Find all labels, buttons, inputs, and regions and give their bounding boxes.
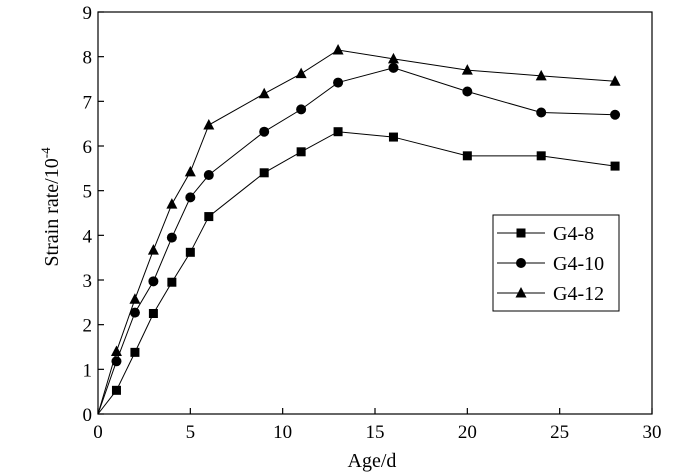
data-point bbox=[333, 77, 344, 88]
data-point bbox=[259, 126, 270, 137]
data-point bbox=[129, 293, 141, 304]
data-point bbox=[296, 147, 306, 157]
y-tick-label: 9 bbox=[83, 3, 93, 24]
data-point bbox=[462, 151, 472, 161]
data-point bbox=[185, 247, 195, 257]
series-G4-8 bbox=[97, 127, 620, 415]
series-G4-10 bbox=[97, 62, 621, 415]
y-tick-label: 7 bbox=[83, 92, 93, 113]
data-point bbox=[110, 345, 122, 356]
data-point bbox=[610, 109, 621, 120]
series-line-G4-12 bbox=[97, 49, 616, 415]
series-layer bbox=[97, 43, 621, 415]
data-point bbox=[185, 192, 196, 203]
data-point bbox=[536, 151, 546, 161]
y-axis-label-base: Strain rate/10 bbox=[41, 158, 63, 266]
y-tick-label: 4 bbox=[83, 226, 93, 247]
data-point bbox=[258, 87, 270, 99]
legend-marker bbox=[516, 228, 526, 238]
y-axis-label: Strain rate/10-4 bbox=[38, 147, 63, 267]
data-point bbox=[535, 69, 547, 81]
y-tick-label: 5 bbox=[83, 182, 93, 203]
y-tick-label: 2 bbox=[83, 316, 93, 337]
data-point bbox=[130, 347, 140, 357]
x-tick-label: 15 bbox=[366, 422, 385, 443]
legend-label: G4-10 bbox=[553, 253, 604, 275]
x-tick-label: 25 bbox=[550, 422, 569, 443]
legend-label: G4-8 bbox=[553, 223, 594, 245]
x-tick-label: 0 bbox=[93, 422, 103, 443]
data-point bbox=[111, 385, 121, 395]
data-point bbox=[259, 168, 269, 178]
data-point bbox=[204, 212, 214, 222]
data-point bbox=[332, 43, 344, 55]
y-tick-label: 8 bbox=[83, 48, 93, 69]
data-point bbox=[609, 75, 621, 86]
y-tick-label: 0 bbox=[83, 405, 93, 426]
plot-axes: 0 5 10 15 20 25 30 0 1 2 3 4 5 6 7 8 9 bbox=[83, 3, 662, 443]
y-tick-label: 3 bbox=[83, 271, 93, 292]
data-point bbox=[184, 165, 196, 177]
data-point bbox=[167, 277, 177, 287]
series-G4-12 bbox=[97, 43, 621, 415]
data-point bbox=[166, 198, 178, 209]
data-point bbox=[461, 64, 473, 75]
data-point bbox=[129, 307, 140, 318]
legend-label: G4-12 bbox=[553, 283, 604, 305]
data-point bbox=[147, 244, 159, 255]
y-tick-label: 6 bbox=[83, 137, 93, 158]
data-point bbox=[148, 309, 158, 318]
data-point bbox=[203, 170, 214, 181]
data-point bbox=[387, 52, 399, 64]
data-point bbox=[610, 161, 620, 171]
x-tick-label: 10 bbox=[273, 422, 292, 443]
y-tick-label: 1 bbox=[83, 360, 93, 381]
series-line-G4-8 bbox=[97, 131, 616, 415]
legend-marker bbox=[516, 258, 526, 268]
x-tick-label: 30 bbox=[643, 422, 662, 443]
x-axis-label: Age/d bbox=[348, 450, 397, 472]
data-point bbox=[166, 232, 177, 243]
legend: G4-8 G4-10 G4-12 bbox=[492, 214, 620, 312]
y-axis-label-exponent: -4 bbox=[38, 147, 53, 158]
data-point bbox=[388, 62, 399, 73]
x-tick-label: 5 bbox=[186, 422, 196, 443]
data-point bbox=[388, 132, 398, 142]
x-tick-label: 20 bbox=[458, 422, 477, 443]
legend-marker bbox=[515, 287, 527, 298]
data-point bbox=[536, 107, 547, 118]
data-point bbox=[296, 104, 307, 115]
data-point bbox=[333, 127, 343, 137]
data-point bbox=[295, 67, 307, 79]
data-point bbox=[203, 119, 215, 130]
series-line-G4-10 bbox=[97, 67, 616, 415]
data-point bbox=[462, 86, 473, 97]
data-point bbox=[148, 276, 159, 287]
